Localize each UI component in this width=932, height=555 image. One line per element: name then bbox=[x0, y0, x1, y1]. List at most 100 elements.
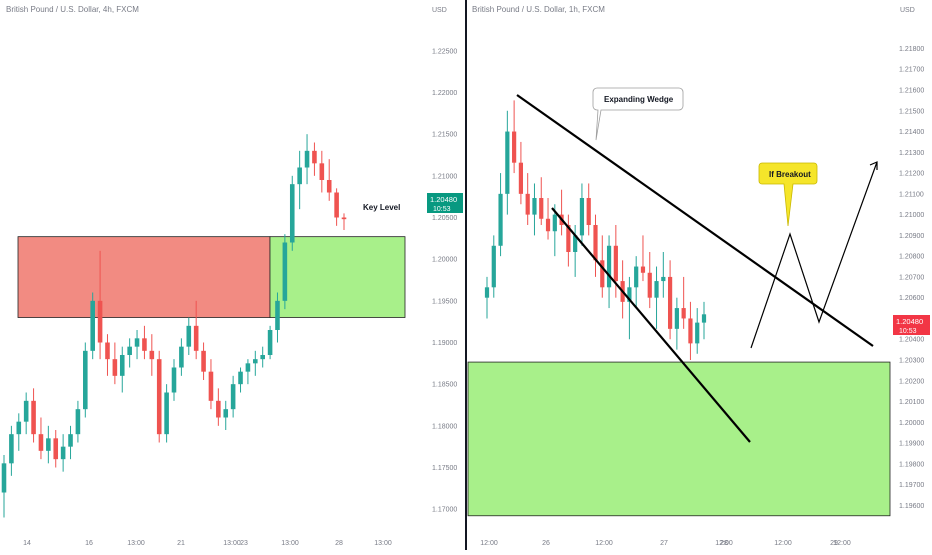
right-candle[interactable] bbox=[518, 162, 524, 194]
left-candle[interactable] bbox=[186, 325, 192, 347]
wedge-lower-line[interactable] bbox=[551, 207, 751, 443]
right-candle[interactable] bbox=[701, 314, 707, 323]
right-candle[interactable] bbox=[654, 281, 659, 298]
left-candle[interactable] bbox=[208, 371, 214, 401]
left-y-tick-label: 1.19000 bbox=[432, 340, 457, 347]
right-candle[interactable] bbox=[573, 235, 578, 252]
left-candle[interactable] bbox=[289, 184, 295, 243]
right-x-tick-label: 12:00 bbox=[480, 540, 498, 547]
left-candle[interactable] bbox=[267, 330, 273, 355]
right-chart[interactable]: 1.21800 1.21700 1.21600 1.21500 1.21400 1.213… bbox=[467, 0, 932, 550]
left-candle[interactable] bbox=[97, 300, 103, 343]
left-candle[interactable] bbox=[142, 338, 147, 351]
left-candle[interactable] bbox=[230, 384, 236, 410]
right-chart-panel[interactable]: 1.21800 1.21700 1.21600 1.21500 1.21400 1.213… bbox=[467, 0, 932, 550]
left-candle[interactable] bbox=[334, 192, 339, 218]
left-candle[interactable] bbox=[164, 392, 169, 435]
left-candle[interactable] bbox=[1, 463, 7, 493]
left-chart-title: British Pound / U.S. Dollar, 4h, FXCM bbox=[6, 5, 139, 14]
left-chart[interactable]: 1.22500 1.22000 1.21500 1.21000 1.20500 1.200… bbox=[0, 0, 465, 550]
right-y-tick-label: 1.21500 bbox=[899, 108, 924, 115]
right-candle[interactable] bbox=[613, 245, 618, 282]
right-x-tick-label: 27 bbox=[660, 540, 668, 547]
breakout-projection-path[interactable] bbox=[750, 161, 878, 349]
left-y-tick-label: 1.17500 bbox=[432, 465, 457, 472]
right-candle[interactable] bbox=[627, 287, 632, 302]
right-candle[interactable] bbox=[667, 276, 673, 329]
left-candle[interactable] bbox=[312, 150, 317, 164]
right-candle[interactable] bbox=[600, 260, 605, 288]
left-candle[interactable] bbox=[253, 359, 258, 364]
left-candle[interactable] bbox=[297, 167, 302, 185]
right-candle[interactable] bbox=[566, 225, 571, 252]
right-zone-0[interactable] bbox=[467, 361, 891, 517]
left-candle[interactable] bbox=[201, 350, 206, 372]
left-candle[interactable] bbox=[53, 438, 59, 460]
right-candle[interactable] bbox=[498, 193, 503, 246]
left-chart-panel[interactable]: 1.22500 1.22000 1.21500 1.21000 1.20500 1.200… bbox=[0, 0, 465, 550]
right-y-tick-label: 1.21200 bbox=[899, 171, 924, 178]
left-candle[interactable] bbox=[245, 363, 251, 372]
wedge-upper-line[interactable] bbox=[516, 94, 874, 347]
right-candle[interactable] bbox=[552, 214, 557, 232]
left-candle[interactable] bbox=[83, 350, 88, 410]
left-candle[interactable] bbox=[134, 338, 140, 347]
right-candle[interactable] bbox=[525, 193, 530, 215]
left-candle[interactable] bbox=[341, 217, 347, 220]
left-candle[interactable] bbox=[282, 242, 288, 301]
right-candle[interactable] bbox=[545, 218, 551, 232]
left-candle[interactable] bbox=[223, 409, 229, 418]
right-candle[interactable] bbox=[532, 198, 537, 215]
left-candle[interactable] bbox=[149, 350, 155, 360]
left-y-tick-label: 1.19500 bbox=[432, 298, 457, 305]
right-candle[interactable] bbox=[491, 245, 496, 288]
left-candle[interactable] bbox=[319, 163, 325, 180]
left-candle[interactable] bbox=[90, 300, 95, 351]
left-candle[interactable] bbox=[171, 367, 177, 393]
left-y-tick-label: 1.20500 bbox=[432, 215, 457, 222]
left-candle[interactable] bbox=[46, 438, 51, 451]
right-candle[interactable] bbox=[647, 272, 652, 298]
right-candle[interactable] bbox=[505, 131, 510, 194]
left-candle[interactable] bbox=[179, 346, 184, 368]
left-candle[interactable] bbox=[31, 400, 36, 435]
right-candle[interactable] bbox=[688, 318, 693, 344]
left-candle[interactable] bbox=[75, 409, 81, 435]
left-candle[interactable] bbox=[119, 355, 125, 376]
left-candle[interactable] bbox=[326, 180, 332, 193]
left-candle[interactable] bbox=[105, 342, 110, 360]
left-candle[interactable] bbox=[9, 434, 14, 464]
left-zone-0[interactable] bbox=[17, 236, 271, 318]
expanding-wedge-label: Expanding Wedge bbox=[604, 95, 674, 104]
left-candle[interactable] bbox=[60, 446, 66, 460]
right-candle[interactable] bbox=[484, 287, 490, 298]
left-candle[interactable] bbox=[193, 325, 199, 351]
right-candle[interactable] bbox=[681, 308, 686, 319]
left-candle[interactable] bbox=[23, 400, 29, 422]
left-candle[interactable] bbox=[112, 359, 118, 376]
left-candle[interactable] bbox=[238, 371, 243, 385]
right-candle[interactable] bbox=[695, 322, 700, 344]
right-candle[interactable] bbox=[640, 266, 646, 273]
right-candle[interactable] bbox=[606, 245, 612, 288]
right-candle[interactable] bbox=[593, 225, 598, 261]
left-candle[interactable] bbox=[156, 359, 162, 435]
left-zone-1[interactable] bbox=[269, 236, 406, 318]
left-candle[interactable] bbox=[127, 346, 132, 355]
left-candle[interactable] bbox=[68, 434, 73, 447]
left-candle[interactable] bbox=[304, 150, 310, 168]
left-candle[interactable] bbox=[275, 300, 280, 330]
left-candle[interactable] bbox=[216, 400, 221, 418]
right-candle[interactable] bbox=[512, 131, 517, 163]
right-candle[interactable] bbox=[661, 276, 666, 282]
right-candle[interactable] bbox=[634, 266, 639, 288]
right-candle[interactable] bbox=[674, 308, 679, 329]
left-candle[interactable] bbox=[38, 434, 44, 451]
right-candle[interactable] bbox=[586, 198, 591, 225]
left-x-tick-label: 13:00 bbox=[223, 540, 241, 547]
right-candle[interactable] bbox=[579, 198, 585, 236]
left-candle[interactable] bbox=[16, 421, 22, 435]
left-candle[interactable] bbox=[260, 355, 265, 360]
left-y-tick-label: 1.17000 bbox=[432, 507, 457, 514]
right-candle[interactable] bbox=[539, 198, 544, 219]
